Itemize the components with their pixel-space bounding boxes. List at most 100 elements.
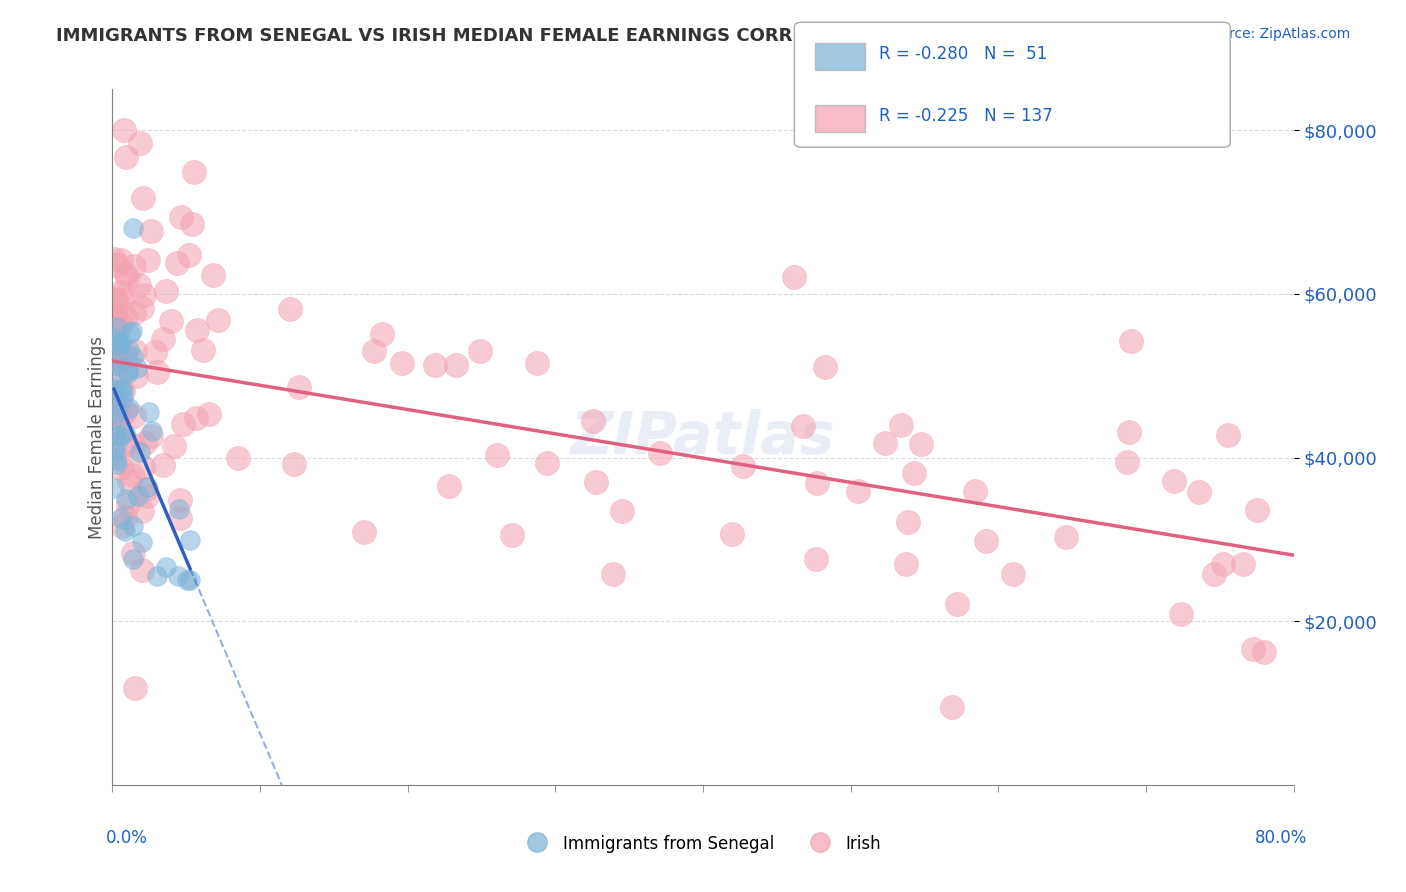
Point	[169, 511, 191, 525]
Point	[105, 331, 128, 345]
Point	[846, 484, 869, 499]
Point	[804, 551, 827, 566]
Point	[468, 343, 491, 358]
Point	[1246, 503, 1268, 517]
Point	[105, 457, 128, 471]
Point	[610, 504, 633, 518]
Point	[107, 319, 129, 334]
Point	[363, 343, 385, 358]
Point	[129, 136, 152, 150]
Point	[186, 323, 208, 337]
Point	[110, 382, 132, 396]
Point	[105, 353, 128, 368]
Point	[163, 439, 186, 453]
Point	[115, 271, 138, 285]
Point	[941, 699, 963, 714]
Point	[108, 424, 131, 438]
Point	[1163, 474, 1185, 488]
Point	[134, 288, 156, 302]
Point	[112, 123, 135, 137]
Point	[167, 569, 190, 583]
Point	[152, 458, 174, 473]
Point	[180, 217, 202, 231]
Point	[894, 558, 917, 572]
Point	[122, 259, 145, 273]
Point	[108, 359, 131, 374]
Point	[963, 484, 986, 499]
Point	[103, 392, 125, 406]
Point	[117, 364, 139, 378]
Point	[1241, 641, 1264, 656]
Point	[141, 424, 163, 438]
Point	[135, 483, 157, 497]
Point	[446, 358, 468, 372]
Point	[124, 681, 146, 695]
Point	[107, 319, 129, 334]
Point	[139, 429, 162, 443]
Point	[650, 446, 672, 460]
Point	[105, 436, 128, 450]
Point	[127, 490, 149, 504]
Point	[108, 354, 131, 368]
Point	[121, 518, 143, 533]
Point	[136, 489, 159, 503]
Point	[110, 355, 132, 369]
Point	[103, 309, 125, 323]
Point	[783, 270, 806, 285]
Point	[107, 371, 129, 385]
Point	[1170, 607, 1192, 622]
Point	[110, 511, 132, 525]
Point	[104, 384, 127, 398]
Point	[105, 309, 128, 323]
Point	[582, 414, 605, 428]
Point	[104, 293, 127, 307]
Point	[437, 479, 460, 493]
Point	[1204, 567, 1226, 582]
Point	[202, 268, 225, 283]
Point	[903, 466, 925, 480]
Point	[501, 528, 523, 542]
Point	[585, 475, 607, 489]
Point	[602, 566, 624, 581]
Point	[118, 474, 141, 488]
Point	[114, 348, 136, 362]
Point	[1119, 334, 1142, 348]
Point	[1118, 425, 1140, 440]
Point	[897, 515, 920, 529]
Point	[103, 481, 125, 495]
Point	[134, 436, 156, 450]
Point	[1188, 484, 1211, 499]
Point	[125, 368, 148, 383]
Point	[179, 574, 201, 588]
Point	[105, 377, 128, 392]
Point	[118, 326, 141, 341]
Point	[132, 190, 155, 204]
Point	[179, 533, 201, 547]
Point	[536, 456, 558, 470]
Point	[176, 574, 198, 588]
Point	[1054, 530, 1077, 544]
Point	[104, 453, 127, 467]
Point	[105, 407, 128, 421]
Point	[125, 360, 148, 375]
Point	[110, 334, 132, 348]
Text: IMMIGRANTS FROM SENEGAL VS IRISH MEDIAN FEMALE EARNINGS CORRELATION CHART: IMMIGRANTS FROM SENEGAL VS IRISH MEDIAN …	[56, 27, 952, 45]
Point	[103, 357, 125, 371]
Point	[121, 467, 143, 482]
Point	[169, 493, 191, 508]
Point	[135, 480, 157, 494]
Point	[159, 314, 181, 328]
Point	[104, 424, 127, 438]
Y-axis label: Median Female Earnings: Median Female Earnings	[87, 335, 105, 539]
Legend: Immigrants from Senegal, Irish: Immigrants from Senegal, Irish	[517, 829, 889, 860]
Point	[122, 221, 145, 235]
Point	[226, 450, 249, 465]
Point	[167, 502, 190, 516]
Point	[1253, 644, 1275, 658]
Point	[1115, 455, 1137, 469]
Point	[183, 164, 205, 178]
Point	[371, 326, 394, 341]
Point	[526, 356, 548, 370]
Point	[1001, 566, 1024, 581]
Point	[114, 426, 136, 441]
